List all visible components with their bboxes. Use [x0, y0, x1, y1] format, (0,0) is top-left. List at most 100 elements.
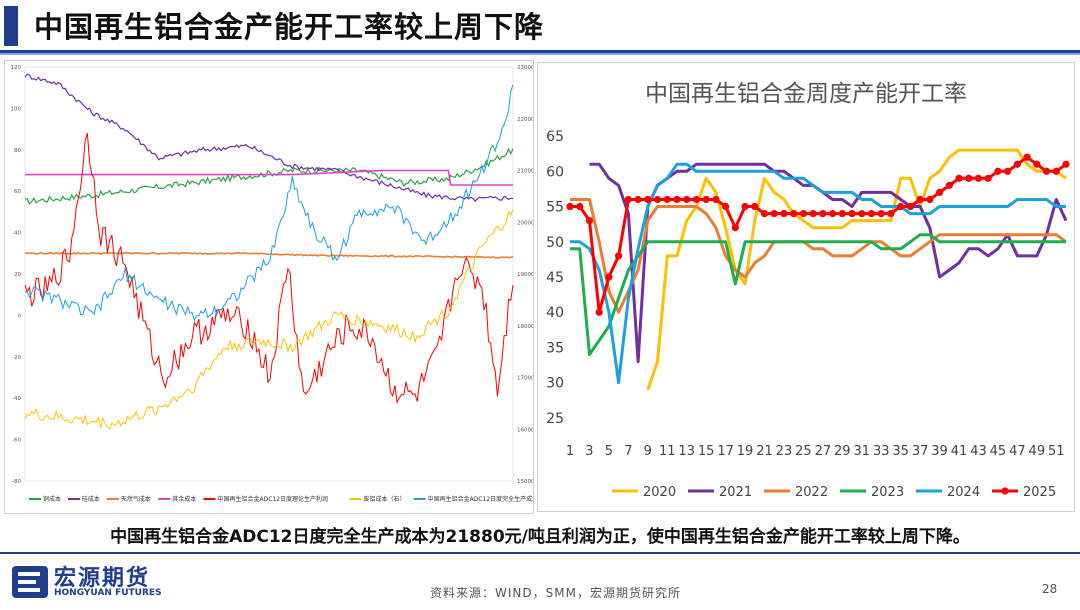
data-point-2025: [1062, 160, 1070, 168]
x-tick-label: 25: [795, 444, 812, 459]
x-tick-label: 17: [717, 444, 734, 459]
y-left-tick-label: 60: [14, 189, 21, 195]
data-point-2025: [634, 195, 642, 204]
data-point-2025: [984, 174, 992, 182]
x-tick-label: 21: [756, 444, 773, 459]
data-point-2025: [663, 195, 671, 204]
legend-label: 中国再生铝合金ADC12日度完全生产成本（右）: [428, 495, 533, 503]
y-right-tick-label: 21000: [517, 169, 533, 175]
legend-marker-2025: [1001, 487, 1009, 495]
y-right-tick-label: 15000: [517, 479, 533, 485]
data-point-2025: [770, 209, 778, 218]
legend-label: 废铝成本（右）: [364, 495, 406, 503]
y-right-tick-label: 16000: [517, 427, 533, 433]
data-point-2025: [576, 202, 584, 211]
y-left-tick-label: -20: [12, 355, 21, 361]
data-point-2025: [644, 195, 652, 204]
data-point-2025: [615, 252, 623, 260]
y-tick-label: 45: [546, 270, 564, 286]
legend-label: 其余成本: [172, 495, 196, 503]
data-point-2025: [809, 209, 817, 218]
data-point-2025: [1013, 160, 1021, 168]
data-point-2025: [906, 202, 914, 211]
logo-mark-icon: [12, 566, 48, 598]
series-line-2024: [570, 162, 1066, 385]
data-point-2025: [760, 209, 769, 218]
data-point-2025: [848, 209, 856, 218]
summary-text: 中国再生铝合金ADC12日度完全生产成本为21880元/吨且利润为正，使中国再生…: [110, 527, 970, 547]
utilization-chart-panel: 中国再生铝合金周度产能开工率 25 30 35 40 45 50 55 60 65 1 3 5 7 9 11 1…: [537, 62, 1075, 512]
x-tick-label: 39: [931, 444, 948, 459]
x-tick-label: 7: [624, 444, 632, 459]
data-point-2025: [974, 174, 983, 182]
data-point-2025: [887, 209, 895, 218]
series-line-3: [25, 169, 513, 186]
x-tick-label: 37: [912, 444, 929, 459]
data-point-2025: [683, 195, 691, 204]
x-tick-label: 33: [873, 444, 890, 459]
x-tick-label: 27: [815, 444, 832, 459]
y-tick-label: 50: [546, 235, 564, 251]
legend-label-2021: 2021: [719, 485, 752, 500]
y-left-tick-label: 120: [11, 65, 22, 71]
data-point-2025: [867, 209, 876, 218]
data-point-2025: [828, 209, 837, 218]
series-line-5: [24, 208, 514, 431]
data-point-2025: [858, 209, 866, 218]
data-point-2025: [790, 209, 798, 218]
data-point-2025: [819, 209, 827, 218]
y-left-tick-label: 100: [11, 106, 22, 112]
x-tick-label: 29: [834, 444, 851, 459]
data-point-2025: [935, 188, 944, 197]
legend-label-2024: 2024: [947, 485, 980, 500]
x-tick-label: 45: [990, 444, 1007, 459]
data-point-2025: [1023, 153, 1031, 161]
y-right-tick-label: 20000: [517, 220, 533, 226]
data-point-2025: [897, 202, 905, 211]
header-accent-bar: [4, 6, 18, 46]
y-tick-label: 60: [546, 164, 564, 180]
x-tick-label: 15: [698, 444, 715, 459]
data-point-2025: [994, 167, 1002, 175]
data-point-2025: [780, 209, 788, 218]
y-right-tick-label: 19000: [517, 272, 533, 278]
series-line-2: [24, 251, 514, 259]
data-point-2025: [741, 202, 749, 211]
y-right-tick-label: 22000: [517, 117, 533, 123]
data-point-2025: [1042, 167, 1051, 175]
data-point-2025: [926, 195, 934, 204]
data-point-2025: [624, 195, 632, 204]
data-point-2025: [955, 174, 963, 182]
cost-profit-chart: -80 -60 -40 -20 0 20 40 60 80 100 120 15000 16000 170…: [11, 65, 557, 503]
data-point-2025: [1033, 160, 1041, 168]
data-point-2025: [799, 209, 808, 218]
x-tick-label: 19: [737, 444, 754, 459]
series-line-4: [24, 133, 514, 405]
data-point-2025: [653, 195, 662, 204]
chart-title: 中国再生铝合金周度产能开工率: [645, 81, 967, 107]
y-left-tick-label: 40: [14, 231, 21, 237]
x-tick-label: 1: [566, 444, 574, 459]
slide-header: 中国再生铝合金产能开工率较上周下降: [0, 0, 1080, 55]
legend-label: 铜成本: [43, 495, 61, 503]
x-tick-label: 35: [892, 444, 909, 459]
y-tick-label: 40: [546, 305, 564, 321]
company-logo: 宏源期货 HONGYUAN FUTURES: [8, 560, 168, 604]
y-tick-label: 25: [546, 411, 564, 427]
plot-area: [24, 66, 514, 482]
header-divider-secondary: [0, 53, 1080, 55]
data-point-2025: [877, 209, 885, 218]
y-right-tick-label: 17000: [517, 376, 533, 382]
series-line-2022: [570, 198, 1067, 314]
data-point-2025: [722, 202, 730, 211]
page-number: 28: [1042, 582, 1058, 596]
data-point-2025: [605, 273, 613, 281]
series-line-2023: [570, 233, 1066, 356]
y-left-tick-label: 80: [14, 148, 21, 154]
data-point-2025: [838, 209, 846, 218]
y-tick-label: 30: [546, 376, 564, 392]
source-note: 资料来源：WIND，SMM，宏源期货研究所: [430, 586, 681, 600]
data-point-2025: [1052, 167, 1060, 175]
data-point-2025: [965, 174, 973, 182]
x-tick-label: 47: [1009, 444, 1026, 459]
